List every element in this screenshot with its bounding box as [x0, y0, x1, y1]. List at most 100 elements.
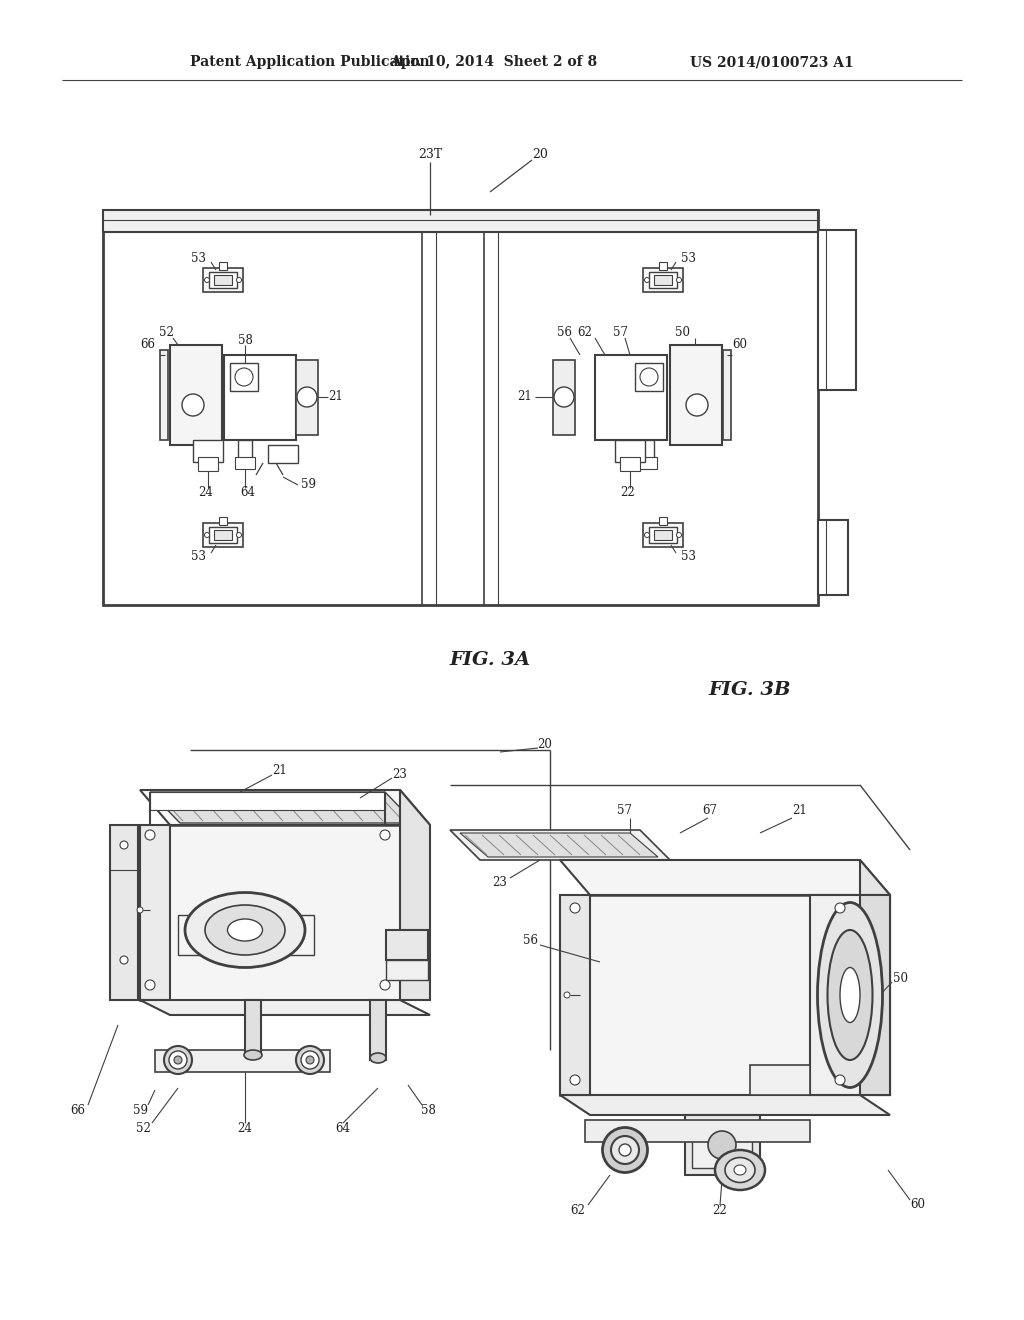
- Text: 58: 58: [421, 1104, 435, 1117]
- Bar: [219, 517, 227, 525]
- Bar: [386, 931, 428, 960]
- Circle shape: [120, 956, 128, 964]
- Text: US 2014/0100723 A1: US 2014/0100723 A1: [690, 55, 854, 69]
- Ellipse shape: [306, 1056, 314, 1064]
- Polygon shape: [560, 861, 890, 895]
- Bar: [615, 440, 645, 462]
- Ellipse shape: [370, 1053, 386, 1063]
- Bar: [268, 445, 298, 463]
- Text: 66: 66: [140, 338, 156, 351]
- Bar: [560, 895, 860, 1096]
- Circle shape: [234, 368, 253, 385]
- Polygon shape: [140, 789, 430, 825]
- Polygon shape: [140, 825, 170, 1001]
- Bar: [659, 261, 667, 271]
- Bar: [810, 895, 890, 1096]
- Polygon shape: [400, 789, 430, 1001]
- Ellipse shape: [840, 968, 860, 1023]
- Bar: [692, 1122, 752, 1168]
- Text: 22: 22: [713, 1204, 727, 1217]
- Text: 24: 24: [199, 487, 213, 499]
- Bar: [203, 268, 243, 292]
- Bar: [209, 272, 237, 288]
- Bar: [635, 363, 663, 391]
- Ellipse shape: [734, 1166, 746, 1175]
- Bar: [818, 230, 856, 389]
- Ellipse shape: [827, 931, 872, 1060]
- Circle shape: [570, 903, 580, 913]
- Text: 20: 20: [538, 738, 552, 751]
- Text: 22: 22: [621, 487, 635, 499]
- Circle shape: [380, 979, 390, 990]
- Text: Patent Application Publication: Patent Application Publication: [190, 55, 430, 69]
- Bar: [585, 1119, 810, 1142]
- Text: 23: 23: [493, 875, 508, 888]
- Bar: [140, 825, 400, 1001]
- Bar: [640, 440, 654, 462]
- Circle shape: [835, 1074, 845, 1085]
- Bar: [649, 272, 677, 288]
- Circle shape: [677, 277, 682, 282]
- Text: 66: 66: [71, 1104, 85, 1117]
- Circle shape: [640, 368, 658, 385]
- Circle shape: [237, 532, 242, 537]
- Ellipse shape: [715, 1150, 765, 1191]
- Circle shape: [145, 979, 155, 990]
- Circle shape: [644, 277, 649, 282]
- Bar: [214, 531, 232, 540]
- Text: 67: 67: [702, 804, 718, 817]
- Ellipse shape: [185, 892, 305, 968]
- Bar: [170, 345, 222, 445]
- Text: 20: 20: [532, 149, 548, 161]
- Ellipse shape: [227, 919, 262, 941]
- Bar: [103, 210, 818, 605]
- Bar: [723, 350, 731, 440]
- Circle shape: [554, 387, 574, 407]
- Text: 62: 62: [570, 1204, 586, 1217]
- Bar: [203, 523, 243, 546]
- Bar: [209, 527, 237, 543]
- Text: 53: 53: [190, 550, 206, 564]
- Bar: [685, 1115, 760, 1175]
- Text: 60: 60: [910, 1199, 926, 1212]
- Text: 56: 56: [557, 326, 572, 339]
- Bar: [750, 1065, 810, 1096]
- Ellipse shape: [244, 1049, 262, 1060]
- Text: FIG. 3A: FIG. 3A: [450, 651, 530, 669]
- Ellipse shape: [725, 1158, 755, 1183]
- Circle shape: [205, 532, 210, 537]
- Bar: [643, 268, 683, 292]
- Circle shape: [297, 387, 317, 407]
- Bar: [219, 261, 227, 271]
- Text: 23T: 23T: [418, 149, 442, 161]
- Ellipse shape: [169, 1051, 187, 1069]
- Text: 58: 58: [238, 334, 253, 346]
- Ellipse shape: [164, 1045, 193, 1074]
- Circle shape: [120, 841, 128, 849]
- Text: 21: 21: [272, 763, 288, 776]
- Ellipse shape: [611, 1137, 639, 1164]
- Text: 64: 64: [336, 1122, 350, 1134]
- Bar: [103, 210, 818, 232]
- Polygon shape: [450, 830, 670, 861]
- Bar: [370, 1001, 386, 1060]
- Bar: [643, 523, 683, 546]
- Bar: [214, 275, 232, 285]
- Bar: [553, 360, 575, 436]
- Circle shape: [686, 393, 708, 416]
- Text: 52: 52: [159, 326, 173, 339]
- Bar: [818, 520, 848, 595]
- Circle shape: [677, 532, 682, 537]
- Bar: [649, 527, 677, 543]
- Bar: [654, 275, 672, 285]
- Bar: [155, 1049, 330, 1072]
- Bar: [178, 915, 314, 954]
- Text: 50: 50: [893, 972, 907, 985]
- Ellipse shape: [618, 1144, 631, 1156]
- Text: 24: 24: [238, 1122, 253, 1134]
- Bar: [198, 457, 218, 471]
- Bar: [110, 825, 138, 1001]
- Bar: [245, 1001, 261, 1055]
- Text: FIG. 3B: FIG. 3B: [709, 681, 792, 700]
- Polygon shape: [150, 792, 415, 822]
